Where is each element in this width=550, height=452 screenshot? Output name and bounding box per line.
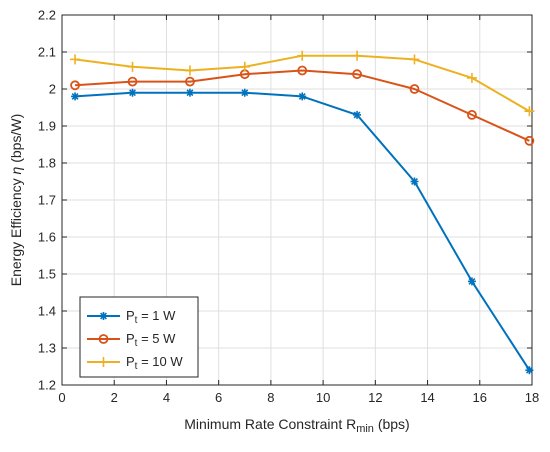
data-point-10w	[524, 106, 535, 117]
legend-label-5w-sub: t	[135, 338, 138, 349]
data-point-5w	[467, 110, 477, 120]
data-point-5w	[185, 76, 195, 87]
legend-label-1w-rest: = 1 W	[137, 308, 176, 323]
legend-symbol-10w	[98, 357, 109, 367]
data-point-1w-d2	[468, 277, 476, 285]
data-point-1w-d2	[71, 92, 79, 100]
legend-label-10w-rest: = 10 W	[137, 354, 183, 369]
data-point-1w	[185, 88, 194, 97]
x-tick-label: 12	[368, 390, 382, 405]
series-5w	[70, 65, 535, 146]
x-axis-title-main: Minimum Rate Constraint R	[184, 416, 356, 432]
data-series	[70, 50, 535, 375]
data-point-10w	[297, 50, 308, 61]
legend: Pt = 1 W Pt = 5 W Pt = 10 W	[79, 296, 199, 378]
data-point-10w	[239, 61, 250, 72]
data-point-1w-d2	[353, 111, 361, 119]
y-tick-label: 1.6	[38, 230, 56, 245]
legend-label-10w: Pt = 10 W	[126, 354, 183, 372]
series-1w	[71, 88, 534, 375]
legend-symbol-1w-d2	[100, 312, 107, 320]
x-tick-label: 6	[215, 390, 222, 405]
data-point-10w	[70, 54, 81, 65]
y-tick-labels: 1.2 1.3 1.4 1.5 1.6 1.7 1.8 1.9 2 2.1 2.2	[38, 8, 56, 393]
data-point-1w	[298, 92, 307, 101]
legend-label-1w-main: P	[126, 308, 135, 323]
legend-label-1w-sub: t	[135, 315, 138, 326]
legend-label-10w-sub: t	[135, 361, 138, 372]
legend-marker-5w	[87, 334, 120, 344]
data-point-10w	[466, 72, 477, 83]
data-point-5w	[70, 80, 80, 91]
data-point-1w	[240, 88, 249, 97]
data-point-5w	[127, 76, 138, 87]
x-tick-label: 0	[58, 390, 65, 405]
x-axis-title: Minimum Rate Constraint Rmin (bps)	[184, 416, 409, 435]
x-tick-label: 18	[525, 390, 539, 405]
data-point-1w	[353, 110, 362, 119]
data-point-10w	[409, 54, 420, 65]
legend-symbol-1w	[99, 312, 108, 320]
y-tick-label: 1.8	[38, 156, 56, 171]
series-line-10w	[74, 54, 530, 113]
data-point-1w-d2	[186, 89, 194, 97]
x-tick-label: 2	[111, 390, 118, 405]
y-axis-title-symbol: η	[8, 166, 24, 174]
y-tick-label: 2.2	[38, 8, 56, 23]
y-tick-label: 1.9	[38, 119, 56, 134]
legend-entry-1w: Pt = 1 W	[87, 308, 176, 326]
data-point-1w-d2	[411, 178, 418, 185]
x-tick-label: 4	[163, 390, 170, 405]
x-axis-title-suffix: (bps)	[374, 416, 410, 432]
legend-entry-10w: Pt = 10 W	[87, 354, 183, 372]
x-tick-labels: 0 2 4 6 8 10 12 14 16 18	[58, 390, 539, 405]
y-tick-label: 2.1	[38, 45, 56, 60]
x-tick-label: 8	[267, 390, 274, 405]
data-point-1w	[128, 88, 137, 97]
legend-label-5w-rest: = 5 W	[137, 331, 176, 346]
y-axis-title-main: Energy Efficiency	[8, 174, 24, 286]
data-point-10w	[127, 61, 138, 72]
x-tick-label: 16	[473, 390, 487, 405]
legend-label-10w-main: P	[126, 354, 135, 369]
y-axis-title: Energy Efficiency η (bps/W)	[8, 114, 24, 286]
y-tick-label: 1.2	[38, 378, 56, 393]
y-axis-title-suffix: (bps/W)	[8, 114, 24, 167]
data-point-10w	[184, 65, 195, 76]
y-tick-label: 2	[49, 82, 56, 97]
y-tick-label: 1.5	[38, 267, 56, 282]
legend-label-5w: Pt = 5 W	[126, 331, 176, 349]
y-tick-label: 1.3	[38, 341, 56, 356]
legend-label-5w-main: P	[126, 331, 135, 346]
data-point-5w	[524, 135, 535, 146]
data-point-1w	[71, 92, 80, 101]
legend-marker-10w	[87, 357, 120, 367]
legend-marker-1w	[87, 312, 120, 320]
axis-ticks	[61, 14, 533, 386]
series-line-5w	[74, 69, 530, 142]
legend-label-1w: Pt = 1 W	[126, 308, 176, 326]
x-axis-title-sub: min	[356, 423, 374, 435]
data-point-5w	[409, 84, 420, 94]
x-tick-label: 14	[420, 390, 434, 405]
y-tick-label: 1.7	[38, 193, 56, 208]
x-tick-label: 10	[316, 390, 330, 405]
data-point-1w-d2	[525, 366, 533, 374]
legend-entry-5w: Pt = 5 W	[87, 331, 176, 349]
data-point-1w-d2	[241, 89, 249, 97]
series-10w	[70, 50, 535, 117]
data-point-5w	[297, 65, 308, 76]
data-point-1w-d2	[298, 92, 306, 100]
data-point-1w	[467, 277, 476, 286]
data-point-10w	[352, 50, 363, 61]
data-point-1w-d2	[129, 89, 136, 97]
legend-symbol-5w	[98, 334, 109, 344]
data-point-1w	[525, 366, 534, 375]
data-point-5w	[352, 69, 362, 80]
data-point-1w	[410, 177, 419, 186]
y-tick-label: 1.4	[38, 304, 56, 319]
